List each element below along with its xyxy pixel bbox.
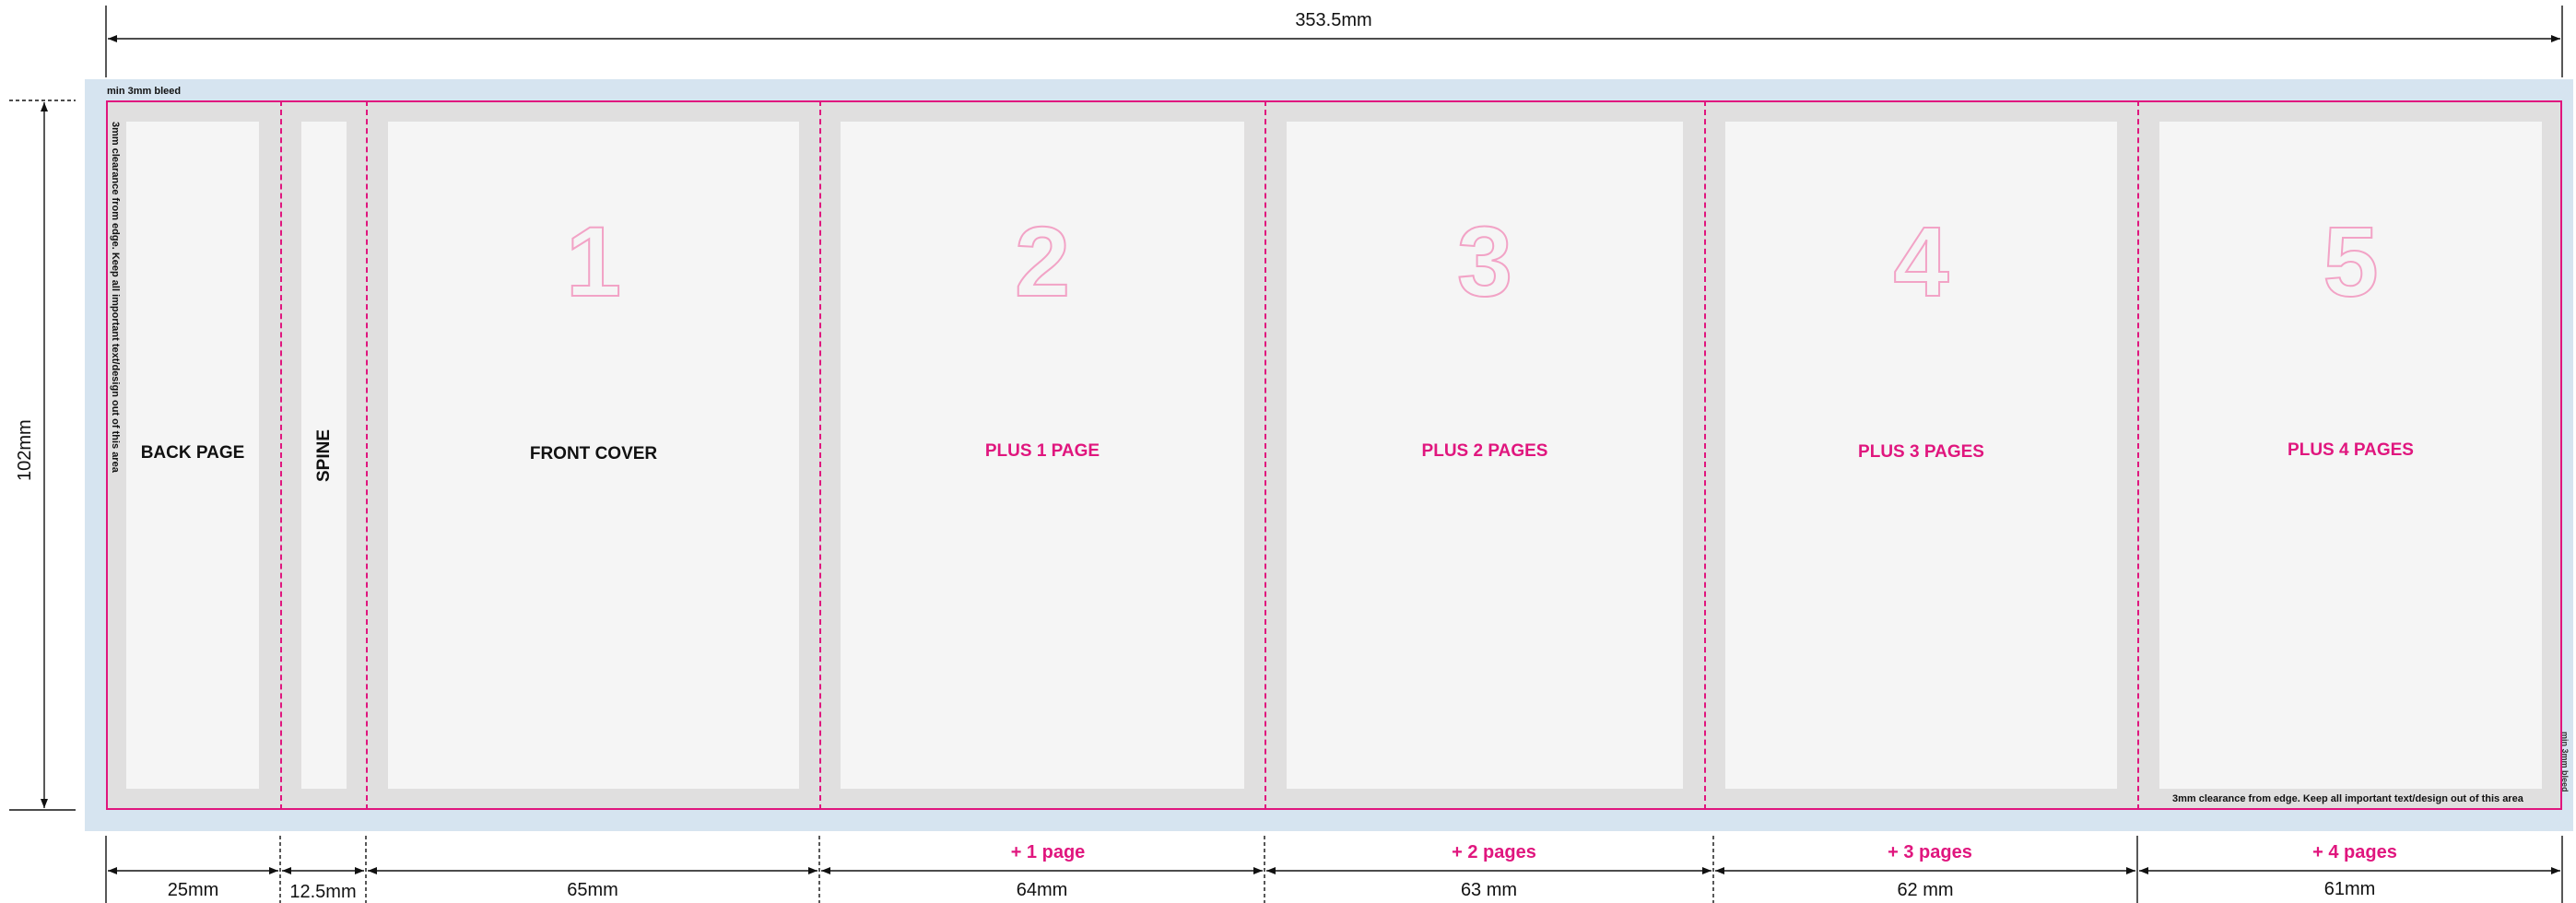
page-spine: [301, 122, 347, 789]
dimension-p2-width: 63 mm: [1460, 880, 1518, 900]
label-plus-4-pages: PLUS 4 PAGES: [2288, 440, 2414, 460]
plus-label-4: + 4 pages: [2312, 842, 2397, 862]
trim-line: [106, 100, 2562, 810]
dimension-front-width: 65mm: [567, 880, 618, 900]
label-plus-3-pages: PLUS 3 PAGES: [1858, 442, 1984, 462]
fold-line: [366, 100, 368, 810]
dimension-p1-width: 64mm: [1016, 880, 1068, 900]
page-plus-3: [1725, 122, 2117, 789]
page-number-3: 3: [1456, 205, 1513, 317]
dimension-spine-width: 12.5mm: [289, 882, 357, 902]
fold-line: [2137, 100, 2139, 810]
label-back-page: BACK PAGE: [140, 443, 245, 463]
dimension-total-width: 353.5mm: [1295, 10, 1372, 30]
page-back: [126, 122, 259, 789]
page-number-4: 4: [1892, 205, 1949, 317]
plus-label-1: + 1 page: [1010, 842, 1086, 862]
label-plus-2-pages: PLUS 2 PAGES: [1421, 441, 1548, 461]
dimension-p3-width: 62 mm: [1897, 880, 1954, 900]
page-plus-1: [841, 122, 1244, 789]
fold-line: [1264, 100, 1266, 810]
page-plus-2: [1287, 122, 1683, 789]
bleed-note-top: min 3mm bleed: [107, 86, 182, 97]
fold-line: [819, 100, 821, 810]
label-plus-1-page: PLUS 1 PAGE: [984, 441, 1100, 461]
page-front-cover: [388, 122, 799, 789]
dimension-back-width: 25mm: [167, 880, 219, 900]
page-plus-4: [2159, 122, 2542, 789]
plus-label-3: + 3 pages: [1888, 842, 1972, 862]
plus-label-2: + 2 pages: [1452, 842, 1536, 862]
fold-line: [280, 100, 282, 810]
dimension-height: 102mm: [15, 419, 35, 481]
page-number-2: 2: [1014, 205, 1071, 317]
page-number-1: 1: [565, 205, 622, 317]
label-front-cover: FRONT COVER: [529, 444, 658, 463]
clearance-note-bottom: 3mm clearance from edge. Keep all import…: [2172, 793, 2523, 804]
fold-line: [1704, 100, 1706, 810]
dimension-p4-width: 61mm: [2323, 879, 2376, 899]
page-number-5: 5: [2322, 205, 2379, 317]
